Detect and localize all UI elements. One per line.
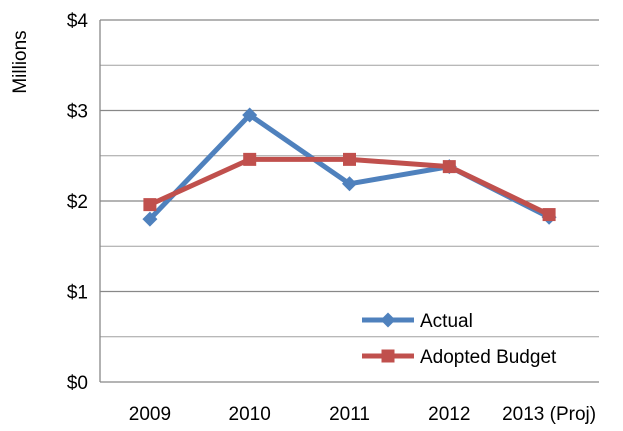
legend: Actual Adopted Budget: [362, 311, 557, 368]
x-tick-label: 2011: [329, 404, 370, 425]
x-tick-label: 2009: [129, 404, 171, 425]
x-tick-label: 2013 (Proj): [502, 404, 596, 425]
data-point: [542, 208, 556, 222]
series-actual: [142, 107, 557, 227]
legend-label: Actual: [420, 311, 473, 332]
legend-square-marker: [381, 349, 395, 363]
y-tick-label: $2: [67, 192, 88, 213]
series-line: [147, 112, 552, 222]
legend-item: Actual: [362, 311, 473, 332]
x-tick-label: 2012: [428, 404, 470, 425]
data-point: [342, 176, 357, 192]
legend-diamond-marker: [380, 312, 396, 328]
data-point: [143, 198, 157, 212]
label-layer: Millions $0 $1 $2 $3 $4 2009 2010 2011 2012 2013 …: [10, 11, 596, 425]
y-tick-label: $1: [67, 283, 88, 304]
data-point: [243, 152, 257, 166]
data-point: [142, 211, 158, 227]
axis-layer: [99, 20, 599, 383]
y-axis-title: Millions: [10, 30, 31, 93]
data-point: [343, 152, 356, 166]
series-layer: [142, 107, 557, 227]
y-tick-label: $4: [67, 11, 89, 32]
x-tick-label: 2010: [229, 404, 271, 425]
legend-label: Adopted Budget: [420, 347, 557, 368]
data-point: [442, 160, 456, 174]
y-tick-label: $3: [67, 102, 88, 123]
data-point: [242, 107, 258, 123]
y-tick-label: $0: [67, 373, 88, 394]
legend-item: Adopted Budget: [362, 347, 557, 368]
series-adopted-budget: [143, 152, 556, 222]
